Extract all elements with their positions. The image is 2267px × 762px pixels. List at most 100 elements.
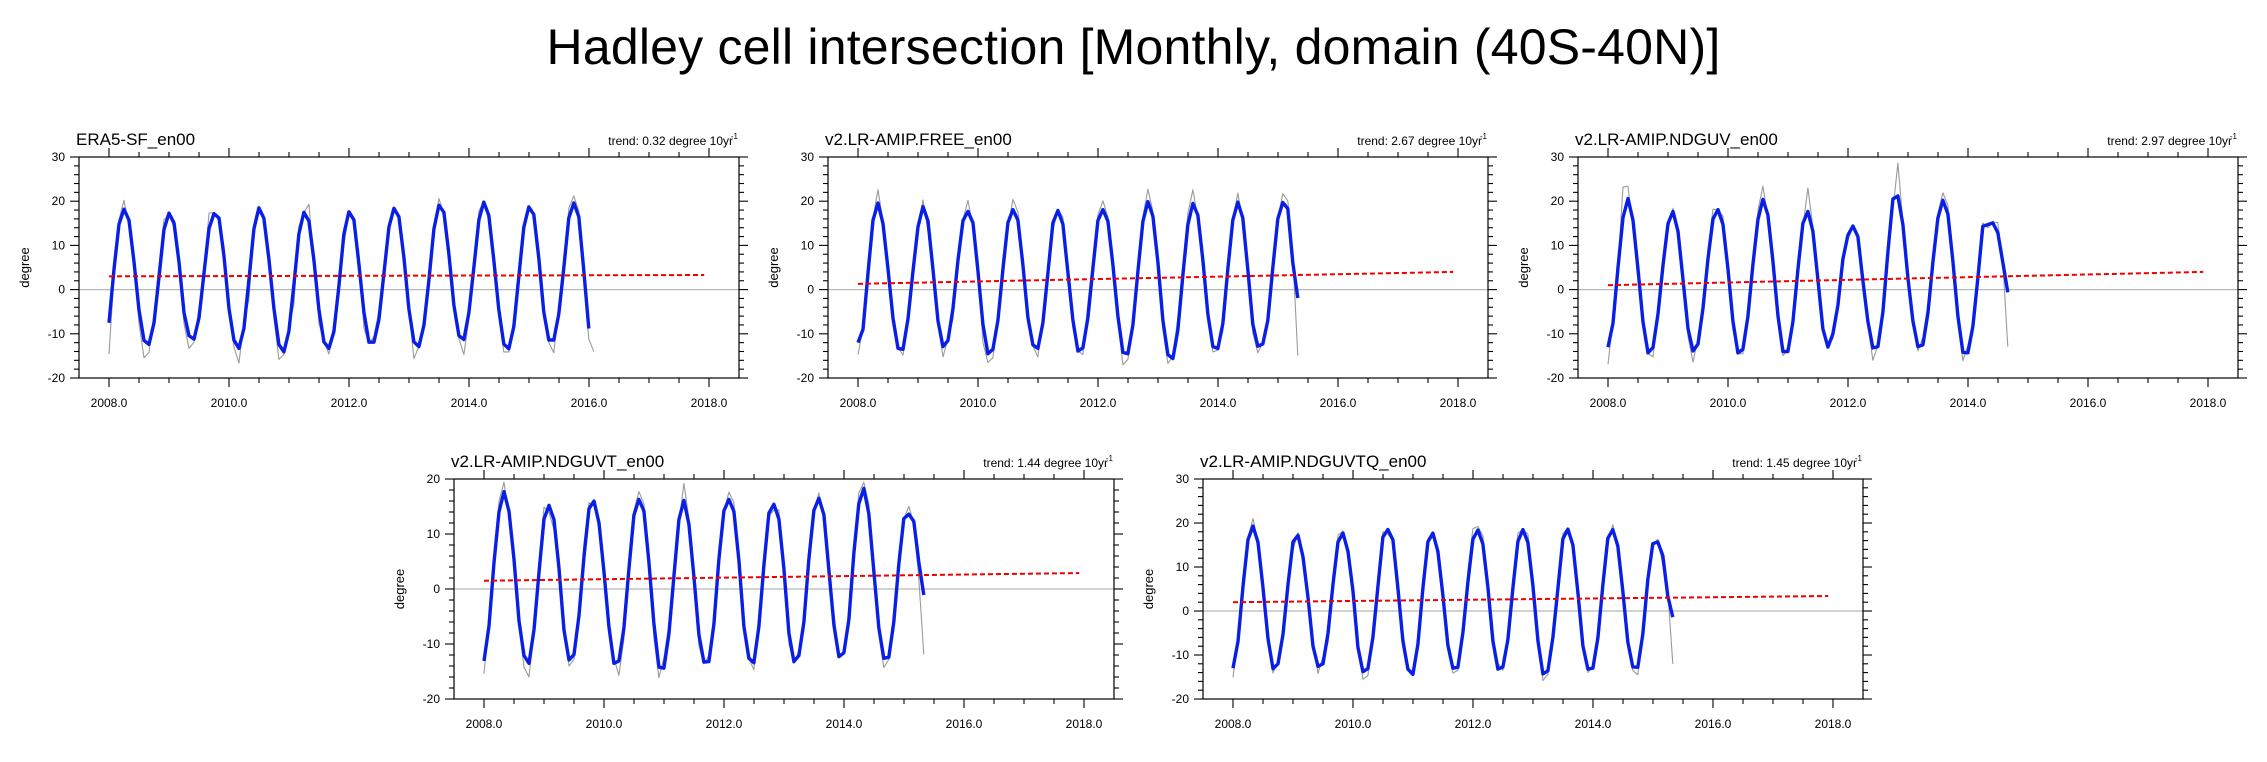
y-tick-label: 0 [58,283,65,297]
x-tick-label: 2012.0 [1455,717,1492,731]
y-tick-label: 20 [52,194,66,208]
smoothed-series-line [1231,524,1675,677]
y-tick-label: -20 [1547,371,1565,385]
x-tick-label: 2018.0 [1440,396,1477,410]
panel-title: v2.LR-AMIP.NDGUVTQ_en00 [1200,452,1426,471]
y-tick-label: 20 [1551,194,1565,208]
panel-1: -20 -10 0 10 20 30 2008.0 2010.0 2012.0 2014.0 201… [17,130,748,410]
x-tick-label: 2010.0 [1335,717,1372,731]
y-tick-label: -20 [423,692,441,706]
x-tick-label: 2014.0 [1575,717,1612,731]
trend-line [857,270,1454,285]
y-axis-label: degree [1516,247,1531,287]
x-tick-label: 2016.0 [946,717,983,731]
y-axis-label: degree [766,247,781,287]
y-axis-label: degree [17,247,32,287]
y-tick-label: -10 [423,637,441,651]
tick-marks [445,470,1123,708]
tick-marks [819,148,1497,387]
plot-frame [78,156,740,379]
x-tick-label: 2008.0 [1590,396,1627,410]
x-tick-label: 2010.0 [211,396,248,410]
x-tick-label: 2010.0 [960,396,997,410]
y-tick-label: 10 [427,527,441,541]
y-tick-label: 30 [52,150,66,164]
raw-series-line [1607,162,2009,365]
x-tick-label: 2016.0 [571,396,608,410]
smoothed-series-line [107,200,591,354]
y-tick-label: -20 [797,371,815,385]
panel-3: -20 -10 0 10 20 30 2008.0 2010.0 2012.0 2014.0 201… [1516,130,2247,410]
trend-line [1232,595,1829,604]
y-tick-label: 30 [801,150,815,164]
panel-title: ERA5-SF_en00 [76,130,195,149]
y-tick-label: 20 [801,194,815,208]
x-tick-label: 2018.0 [691,396,728,410]
y-axis-label: degree [1141,569,1156,609]
x-tick-label: 2008.0 [1215,717,1252,731]
panel-5: -20 -10 0 10 20 30 2008.0 2010.0 2012.0 2014.0 201… [1141,452,1872,731]
x-tick-label: 2012.0 [1830,396,1867,410]
tick-marks [1194,470,1872,708]
panel-title: v2.LR-AMIP.NDGUV_en00 [1575,130,1778,149]
x-tick-label: 2014.0 [451,396,488,410]
x-tick-label: 2010.0 [586,717,623,731]
panel-title: v2.LR-AMIP.FREE_en00 [825,130,1012,149]
y-axis-label: degree [392,569,407,609]
x-tick-label: 2012.0 [1080,396,1117,410]
smoothed-series-line [856,199,1300,361]
trend-label: trend: 1.45 degree 10yr [1732,456,1857,470]
plot-frame [453,478,1115,700]
trend-line [483,572,1080,582]
x-tick-label: 2014.0 [1950,396,1987,410]
smoothed-series-line [1606,194,2010,355]
tick-marks [70,148,748,387]
trend-label-exponent: -1 [1855,454,1863,463]
raw-series-line [857,188,1299,366]
x-tick-label: 2018.0 [1815,717,1852,731]
trend-label-exponent: -1 [2230,132,2238,141]
x-tick-label: 2008.0 [466,717,503,731]
trend-label-exponent: -1 [1480,132,1488,141]
x-tick-label: 2012.0 [706,717,743,731]
y-tick-label: 10 [52,238,66,252]
x-tick-label: 2008.0 [840,396,877,410]
y-tick-label: -20 [48,371,66,385]
x-tick-label: 2016.0 [2070,396,2107,410]
x-tick-label: 2016.0 [1695,717,1732,731]
y-tick-label: 30 [1551,150,1565,164]
panel-2: -20 -10 0 10 20 30 2008.0 2010.0 2012.0 2014.0 201… [766,130,1497,410]
y-tick-label: -20 [1172,692,1190,706]
trend-label: trend: 0.32 degree 10yr [608,134,733,148]
y-tick-label: 0 [1557,283,1564,297]
trend-label-exponent: -1 [1106,454,1114,463]
y-tick-label: 20 [427,472,441,486]
trend-label-exponent: -1 [731,132,739,141]
y-tick-label: 0 [1182,604,1189,618]
x-tick-label: 2010.0 [1710,396,1747,410]
trend-label: trend: 1.44 degree 10yr [983,456,1108,470]
panel-4: -20 -10 0 10 20 2008.0 2010.0 2012.0 2014.0 2016.… [392,452,1123,731]
x-tick-label: 2014.0 [826,717,863,731]
figure-title: Hadley cell intersection [Monthly, domai… [546,19,1721,75]
x-tick-label: 2008.0 [91,396,128,410]
y-tick-label: 30 [1176,472,1190,486]
y-tick-label: -10 [48,327,66,341]
y-tick-label: -10 [1547,327,1565,341]
plot-frame [1577,156,2239,379]
x-tick-label: 2014.0 [1200,396,1237,410]
panel-title: v2.LR-AMIP.NDGUVT_en00 [451,452,664,471]
x-tick-label: 2012.0 [331,396,368,410]
plot-frame [1202,478,1864,700]
x-tick-label: 2016.0 [1320,396,1357,410]
y-tick-label: 20 [1176,516,1190,530]
trend-label: trend: 2.97 degree 10yr [2107,134,2232,148]
y-tick-label: -10 [797,327,815,341]
trend-line [1607,270,2204,287]
y-tick-label: 10 [801,238,815,252]
trend-line [108,274,705,278]
plot-frame [827,156,1489,379]
x-tick-label: 2018.0 [2190,396,2227,410]
smoothed-series-line [482,486,926,670]
trend-label: trend: 2.67 degree 10yr [1357,134,1482,148]
